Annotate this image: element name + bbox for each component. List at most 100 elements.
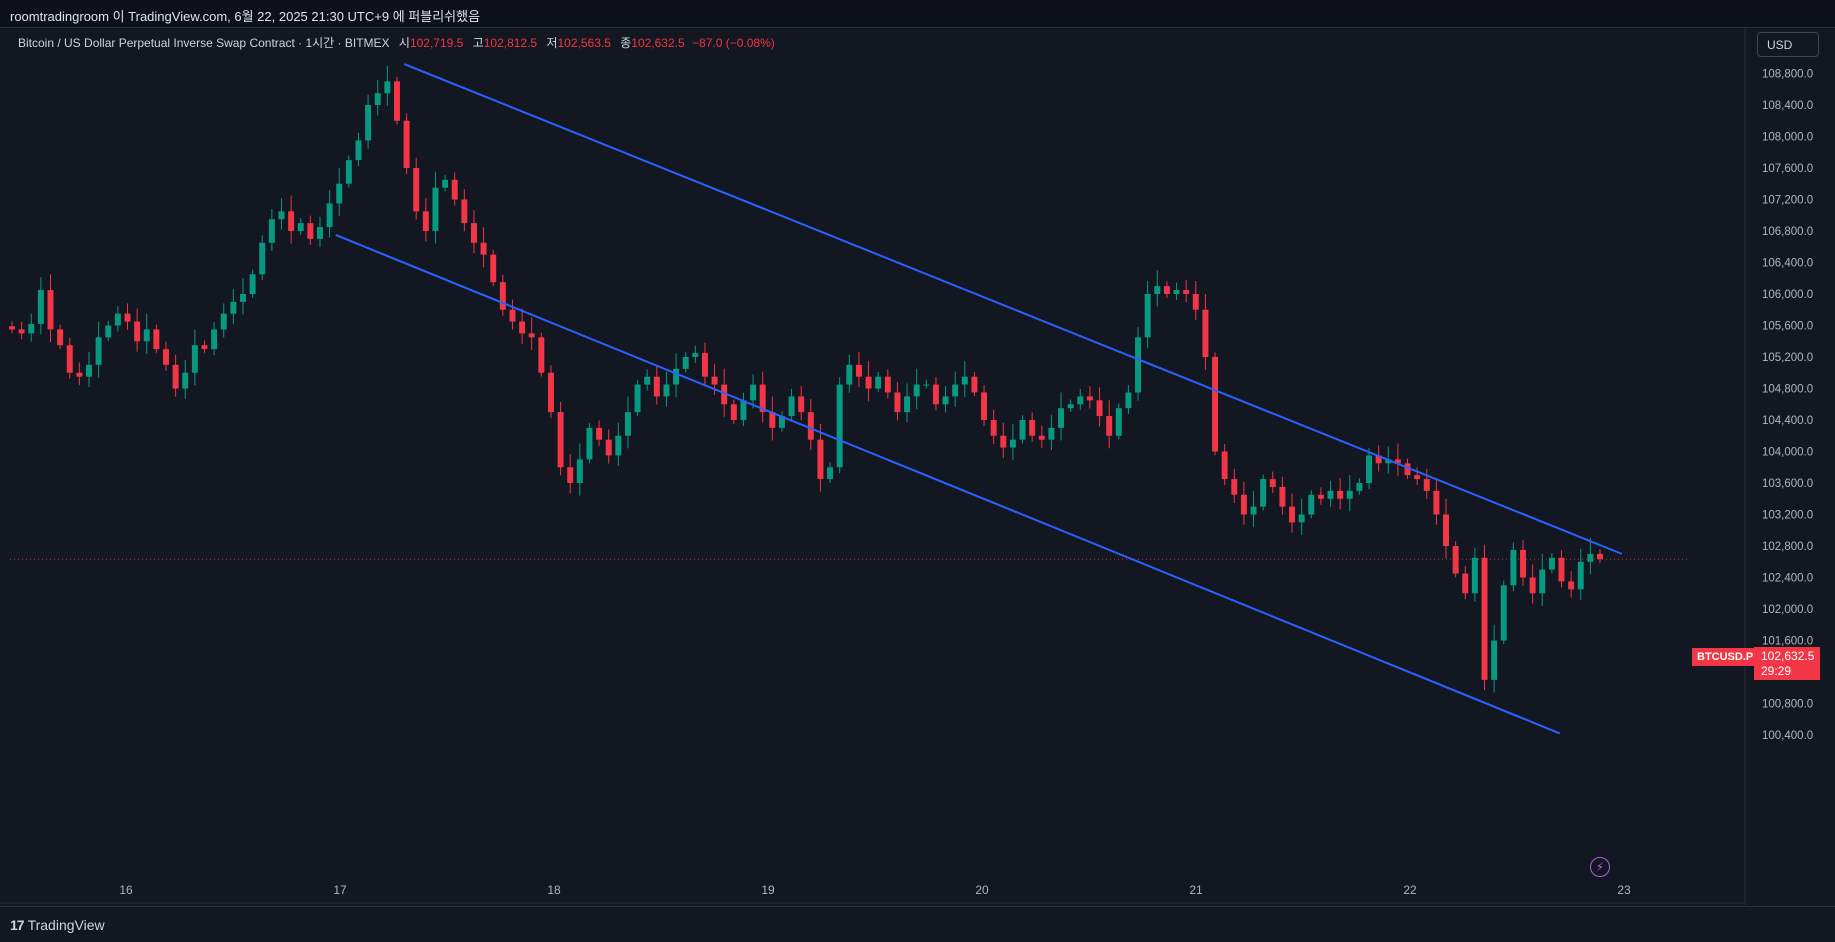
candle-body	[1212, 357, 1219, 452]
y-tick-label: 103,200.0	[1762, 510, 1813, 522]
y-tick-label: 105,200.0	[1762, 352, 1813, 364]
y-tick-label: 102,800.0	[1762, 541, 1813, 553]
candle-body	[422, 211, 429, 231]
candle-body	[66, 345, 73, 373]
candle-body	[1577, 561, 1584, 590]
candle-body	[711, 376, 718, 385]
lightning-icon[interactable]: ⚡	[1590, 857, 1610, 877]
candle-body	[393, 81, 400, 121]
high-value: 102,812.5	[483, 36, 538, 50]
candle-body	[28, 323, 35, 334]
close-label: 종	[620, 36, 632, 50]
candle-body	[807, 412, 814, 440]
x-tick-label: 23	[1617, 883, 1631, 897]
candle-body	[1250, 506, 1257, 515]
x-tick-label: 19	[761, 883, 775, 897]
y-tick-label: 100,800.0	[1762, 699, 1813, 711]
change-value: −87.0 (−0.08%)	[692, 36, 775, 50]
candle-body	[596, 427, 603, 440]
candle-body	[1385, 459, 1392, 464]
candle-body	[750, 384, 757, 401]
candle-body	[1394, 459, 1401, 464]
candle-body	[230, 301, 237, 314]
y-tick-label: 107,200.0	[1762, 195, 1813, 207]
candle-body	[239, 294, 246, 302]
candle-body	[220, 313, 227, 330]
currency-button[interactable]: USD	[1757, 32, 1819, 57]
y-tick-label: 108,000.0	[1762, 132, 1813, 144]
candle-body	[1048, 427, 1055, 440]
candle-body	[143, 329, 150, 342]
candle-body	[1000, 435, 1007, 448]
candle-body	[490, 254, 497, 283]
candle-body	[1202, 309, 1209, 357]
candle-body	[1375, 455, 1382, 464]
candle-body	[1096, 400, 1103, 417]
candle-body	[1125, 392, 1132, 409]
candle-body	[682, 357, 689, 369]
y-tick-label: 107,600.0	[1762, 163, 1813, 175]
candle-body	[114, 313, 121, 326]
candle-body	[1587, 553, 1594, 562]
candle-body	[47, 290, 54, 330]
candle-body	[673, 368, 680, 385]
candle-body	[1154, 286, 1161, 294]
candle-body	[1289, 506, 1296, 523]
candle-body	[1423, 479, 1430, 491]
open-value: 102,719.5	[409, 36, 464, 50]
candle-body	[538, 337, 545, 373]
candle-body	[769, 412, 776, 428]
bar-countdown: 29:29	[1761, 664, 1792, 678]
candle-body	[1327, 490, 1334, 499]
low-value: 102,563.5	[557, 36, 611, 50]
y-tick-label: 104,000.0	[1762, 447, 1813, 459]
chart-area[interactable]: 100,400.0100,800.0101,200.0101,600.0102,…	[0, 28, 1835, 905]
candle-body	[557, 412, 564, 468]
candle-body	[1481, 557, 1488, 680]
x-tick-label: 21	[1189, 883, 1203, 897]
candle-body	[1115, 408, 1122, 436]
candle-body	[567, 467, 574, 483]
y-tick-label: 104,400.0	[1762, 415, 1813, 427]
candle-body	[182, 372, 189, 389]
candle-body	[576, 459, 583, 483]
candle-body	[692, 353, 699, 357]
candle-body	[288, 211, 295, 231]
y-tick-label: 102,400.0	[1762, 573, 1813, 585]
candle-body	[134, 321, 141, 342]
candle-body	[499, 282, 506, 310]
candle-body	[336, 183, 343, 204]
candle-body	[1337, 490, 1344, 499]
candle-body	[894, 392, 901, 413]
price-chart[interactable]: 100,400.0100,800.0101,200.0101,600.0102,…	[0, 28, 1835, 905]
candle-body	[1500, 585, 1507, 641]
candle-body	[855, 364, 862, 377]
candle-body	[961, 376, 968, 385]
candle-body	[1260, 479, 1267, 507]
y-tick-label: 102,000.0	[1762, 604, 1813, 616]
candle-body	[76, 372, 83, 377]
y-tick-label: 105,600.0	[1762, 321, 1813, 333]
tradingview-logo[interactable]: 17 TradingView	[10, 917, 105, 933]
candle-body	[1086, 396, 1093, 401]
candle-body	[509, 309, 516, 322]
candle-body	[316, 227, 323, 239]
candle-body	[1471, 557, 1478, 594]
candle-body	[788, 396, 795, 417]
candle-body	[57, 329, 64, 346]
candle-body	[278, 211, 285, 220]
publish-info: roomtradingroom 이 TradingView.com, 6월 22…	[10, 9, 481, 24]
y-tick-label: 108,800.0	[1762, 69, 1813, 81]
candle-body	[1221, 451, 1228, 480]
last-price-tag: 102,632.5 29:29	[1754, 647, 1820, 680]
candle-body	[932, 384, 939, 405]
candle-body	[1192, 294, 1199, 310]
candle-body	[124, 313, 131, 322]
tradingview-logo-mark: 17	[10, 917, 25, 933]
candle-body	[480, 242, 487, 255]
symbol-description[interactable]: Bitcoin / US Dollar Perpetual Inverse Sw…	[18, 36, 390, 50]
candle-body	[817, 439, 824, 480]
candle-body	[942, 396, 949, 405]
candle-body	[1163, 286, 1170, 294]
candle-body	[1019, 420, 1026, 440]
